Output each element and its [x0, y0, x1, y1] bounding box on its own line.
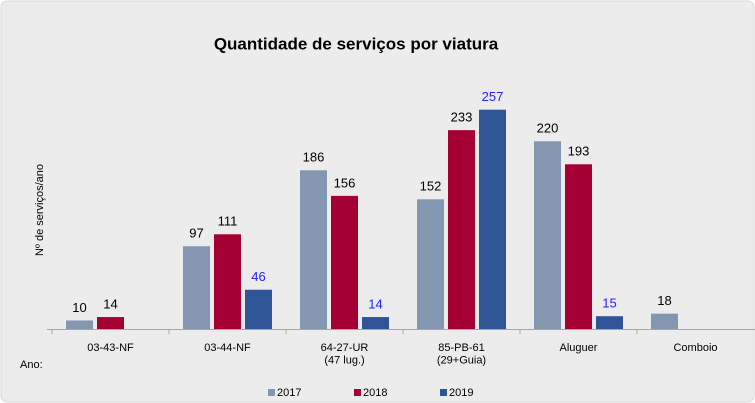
- x-tick-label: 03-43-NF: [87, 342, 134, 354]
- bar: [183, 246, 210, 329]
- data-label: 193: [568, 144, 590, 159]
- bar: [214, 234, 241, 329]
- bar: [417, 199, 444, 329]
- data-label: 233: [451, 110, 473, 125]
- data-label: 111: [218, 214, 238, 229]
- data-label: 14: [368, 296, 382, 311]
- data-label: 18: [657, 293, 671, 308]
- data-label: 10: [72, 300, 86, 315]
- x-tick-label: 85-PB-61 (29+Guia): [437, 342, 486, 367]
- data-label: 156: [334, 175, 356, 190]
- bar: [331, 195, 358, 329]
- y-axis-label: Nº de serviços/ano: [34, 164, 46, 256]
- legend-label: 2018: [363, 387, 387, 399]
- legend-label: 2019: [449, 387, 473, 399]
- legend-swatch: [354, 389, 361, 396]
- x-tick-label: 64-27-UR (47 lug.): [321, 342, 369, 367]
- x-tick-label: Comboio: [673, 342, 717, 354]
- data-label: 97: [189, 226, 203, 241]
- bar: [362, 317, 389, 329]
- x-tick-label: Aluguer: [560, 342, 598, 354]
- data-label: 46: [251, 269, 265, 284]
- x-axis-label: Ano:: [20, 359, 43, 371]
- bar: [97, 317, 124, 329]
- x-tick-label: 03-44-NF: [204, 342, 251, 354]
- bar: [448, 130, 475, 329]
- data-label: 186: [303, 150, 325, 165]
- bar: [651, 313, 678, 329]
- data-label: 152: [420, 179, 442, 194]
- legend-label: 2017: [277, 387, 301, 399]
- chart-title: Quantidade de serviços por viatura: [214, 34, 499, 53]
- bar: [596, 316, 623, 329]
- data-label: 14: [103, 296, 117, 311]
- bar: [300, 170, 327, 329]
- legend-swatch: [440, 389, 447, 396]
- bar: [534, 141, 561, 329]
- data-label: 257: [482, 89, 504, 104]
- bar: [245, 289, 272, 329]
- legend-swatch: [268, 389, 275, 396]
- bar: [565, 164, 592, 329]
- data-label: 15: [602, 296, 616, 311]
- bar: [66, 320, 93, 329]
- bar: [479, 109, 506, 330]
- data-label: 220: [537, 121, 559, 136]
